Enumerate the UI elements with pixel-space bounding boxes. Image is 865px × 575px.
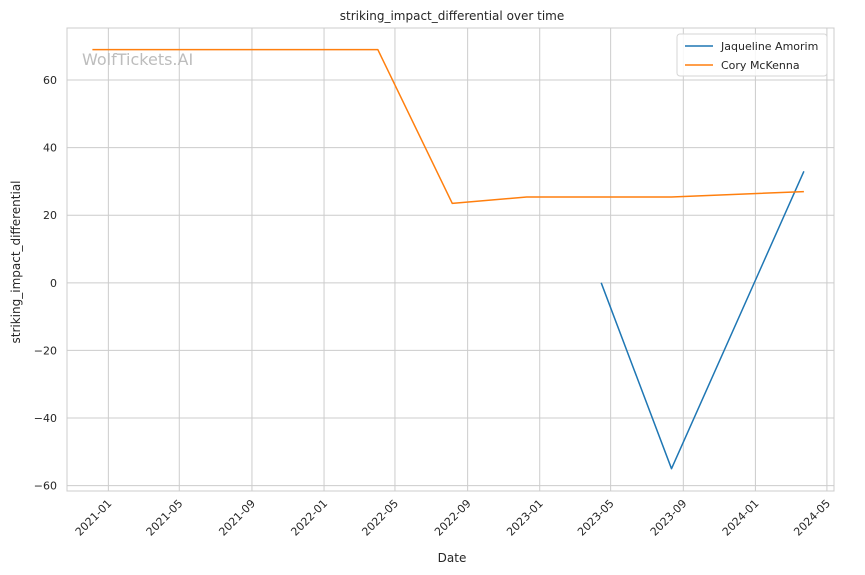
x-tick-label: 2023-09 xyxy=(648,497,690,539)
series-line-1 xyxy=(600,170,805,470)
x-ticks: 2021-01 2021-05 2021-09 2022-01 2022-05 2022-… xyxy=(73,497,833,539)
chart-title: striking_impact_differential over time xyxy=(340,9,565,23)
legend-label-1: Jaqueline Amorim xyxy=(720,40,818,53)
x-tick-label: 2022-05 xyxy=(359,497,401,539)
y-tick-label: 60 xyxy=(43,74,57,87)
legend-box xyxy=(676,33,828,77)
grid xyxy=(67,28,834,491)
x-tick-label: 2024-01 xyxy=(720,497,762,539)
x-tick-label: 2022-09 xyxy=(432,497,474,539)
y-tick-label: 0 xyxy=(50,277,57,290)
x-tick-label: 2021-05 xyxy=(144,497,186,539)
x-tick-label: 2023-05 xyxy=(575,497,617,539)
x-tick-label: 2023-01 xyxy=(504,497,546,539)
legend: Jaqueline Amorim Cory McKenna xyxy=(676,33,828,77)
watermark: WolfTickets.AI xyxy=(82,50,193,69)
plot-frame xyxy=(66,27,835,492)
x-axis-label: Date xyxy=(438,551,467,565)
legend-label-2: Cory McKenna xyxy=(721,59,800,72)
series-line-2 xyxy=(92,48,804,205)
y-tick-label: −60 xyxy=(34,480,57,493)
y-tick-label: −40 xyxy=(34,412,57,425)
y-tick-label: 20 xyxy=(43,209,57,222)
y-axis-label: striking_impact_differential xyxy=(9,180,23,343)
x-tick-label: 2021-01 xyxy=(73,497,115,539)
x-tick-label: 2021-09 xyxy=(216,497,258,539)
x-tick-label: 2024-05 xyxy=(791,497,833,539)
x-tick-label: 2022-01 xyxy=(288,497,330,539)
y-tick-label: 40 xyxy=(43,142,57,155)
y-tick-label: −20 xyxy=(34,344,57,357)
y-ticks: −60 −40 −20 0 20 40 60 xyxy=(34,74,57,493)
series-lines xyxy=(92,48,805,470)
